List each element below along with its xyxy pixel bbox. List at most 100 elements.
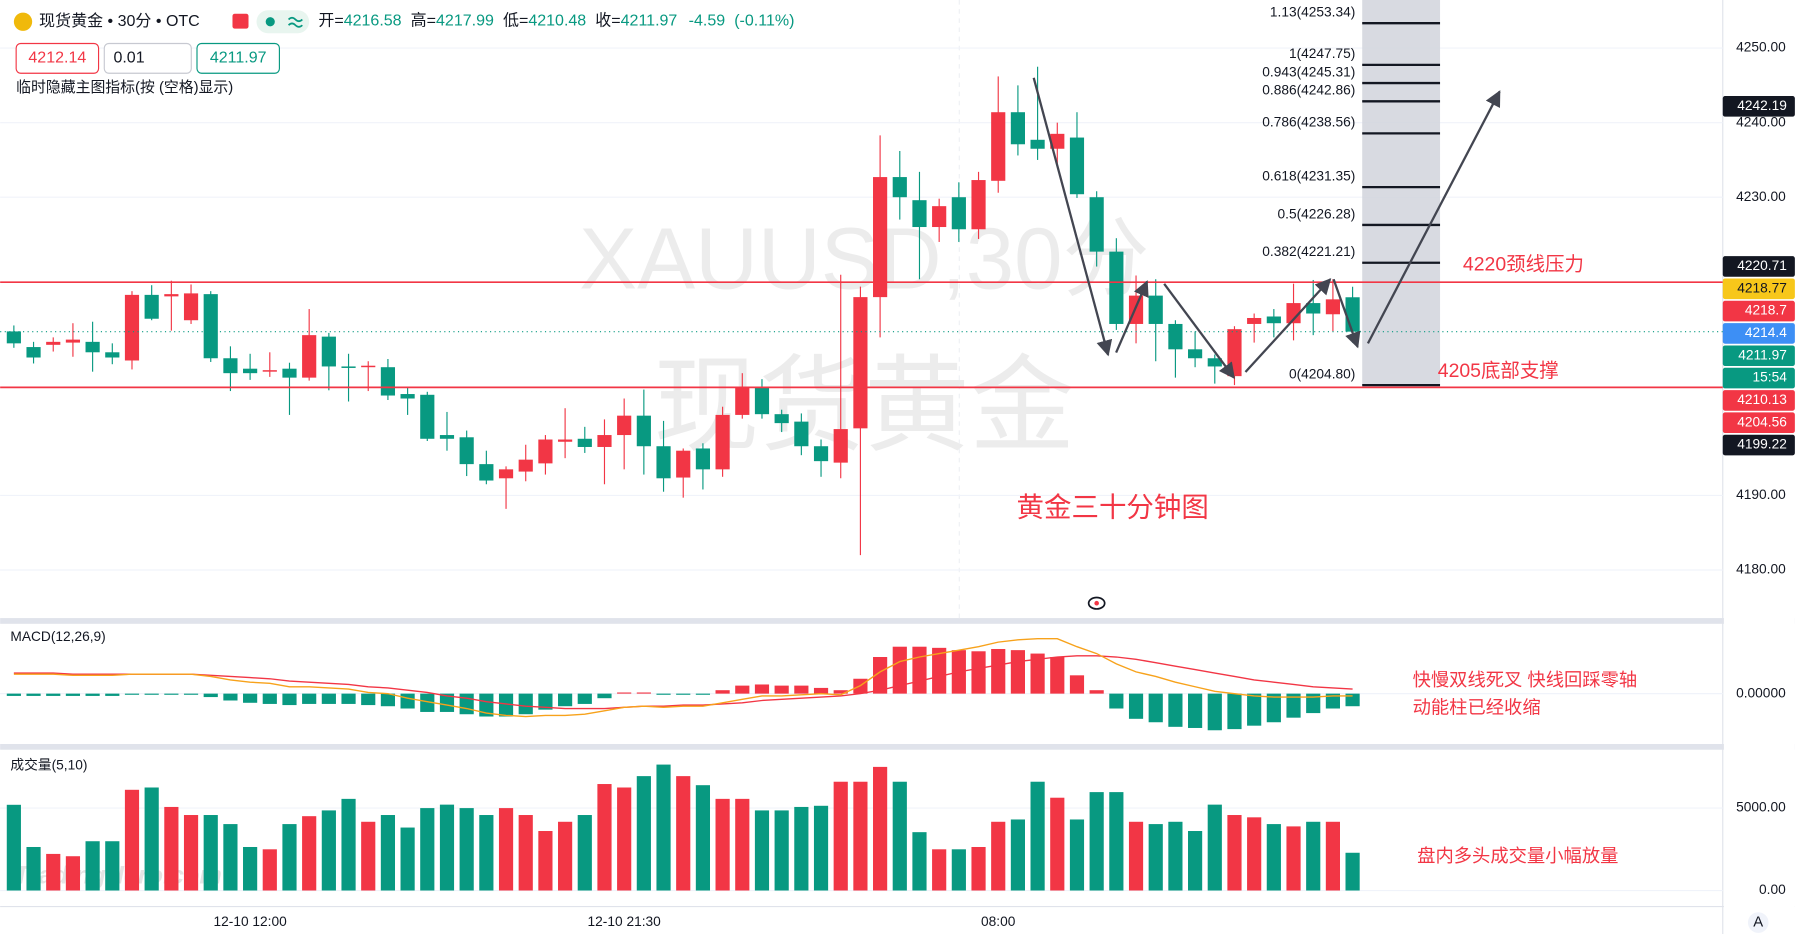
volume-bar [1168,821,1183,891]
volume-bar [597,784,612,891]
macd-bar [617,692,632,694]
sell-box[interactable] [15,42,100,74]
macd-bar [1128,693,1144,719]
macd-bar [1345,693,1360,707]
candle-body [1089,197,1104,252]
volume-bar [223,824,238,891]
price-tag-label: 4218.7 [1745,303,1787,318]
macd-bar [1188,693,1203,728]
macd-bar [1247,693,1262,726]
flag-icon[interactable] [232,13,249,29]
volume-bar [380,815,396,891]
candle-body [1050,133,1065,149]
candle-body [558,439,573,442]
candle-body [1325,299,1340,315]
candle-body [794,421,809,447]
candle-body [715,414,730,470]
candle-body [262,370,277,372]
macd-bar [1207,693,1222,731]
price-axis-bg [1723,0,1795,934]
status-dot [265,17,275,27]
macd-bar [1306,693,1321,714]
volume-bar [302,816,317,891]
watermark: XAUUSD,30分 [579,211,1149,308]
macd-bar [754,684,770,694]
candle-body [144,294,159,319]
y-tick-label: 4250.00 [1736,40,1786,55]
x-tick-label: 08:00 [981,914,1016,929]
volume-bar [420,808,435,891]
candle-body [361,365,376,368]
volume-bar [26,846,41,891]
volume-bar [479,815,494,891]
candle-body [380,367,396,396]
candle-body [183,293,199,321]
y-tick-label: 0.00000 [1736,685,1786,700]
status-pill[interactable] [256,10,310,34]
volume-bar [892,781,907,891]
candle-body [46,341,61,345]
candle-body [164,294,179,297]
candle-body [1227,329,1242,377]
macd-bar [203,693,218,698]
status-icon [287,16,303,28]
volume-bar [1325,821,1340,891]
candle-body [813,446,829,462]
auto-button[interactable] [1747,912,1769,933]
arrow [1163,283,1235,380]
macd-bar [144,693,159,695]
volume-bar [715,798,730,891]
macd-bar [1109,693,1124,709]
price-tag-label: 4220.71 [1737,258,1787,273]
volume-bar [518,815,533,891]
macd-bar [1010,650,1026,694]
volume-bar [813,805,829,891]
candle-body [833,429,848,463]
arrow [1244,278,1332,373]
macd-bar [46,693,61,696]
volume-bar [1148,824,1163,891]
sell-price: 4212.14 [28,49,86,67]
candle-body [498,469,514,479]
price-tag-label: 4214.4 [1745,325,1787,340]
candle-body [735,386,750,415]
candle-body [302,335,317,378]
qty-input[interactable] [103,42,192,74]
candle-body [518,459,533,472]
volume-bar [1050,797,1065,891]
candle-body [892,177,907,198]
volume-bar [341,798,356,891]
volume-bar [65,856,81,891]
panel-title: MACD(12,26,9) [10,629,105,644]
volume-bar [735,798,750,891]
macd-bar [971,651,986,694]
qty-value: 0.01 [113,49,144,67]
macd-bar [459,693,474,715]
change: -4.59 [689,12,726,30]
macd-bar [1030,653,1045,694]
price-tag-label: 4199.22 [1737,437,1787,452]
volume-bar [282,824,297,891]
ohlc-value: 4217.99 [436,12,494,30]
y-tick-label: 4240.00 [1736,114,1786,129]
volume-bar [1286,826,1301,891]
macd-bar [105,693,120,696]
panel-separator [0,743,1795,750]
buy-box[interactable] [196,42,280,74]
volume-bar [853,781,868,891]
hint: 临时隐藏主图指标(按 (空格)显示) [16,79,233,96]
volume-bar [912,832,927,891]
volume-bar [400,827,415,891]
macd-bar [1069,675,1085,694]
macd-bar [223,693,238,701]
volume-bar [1030,781,1045,891]
candle-body [1168,323,1183,350]
candle-body [873,177,888,298]
symbol-title[interactable]: 现货黄金 • 30分 • OTC [39,12,200,30]
macd-bar [1168,693,1183,727]
candle-body [223,358,238,374]
candle-body [636,415,651,447]
volume-bar [262,849,277,891]
ohlc-value: 4210.48 [528,12,586,30]
price-tag-label: 4211.97 [1738,347,1787,362]
